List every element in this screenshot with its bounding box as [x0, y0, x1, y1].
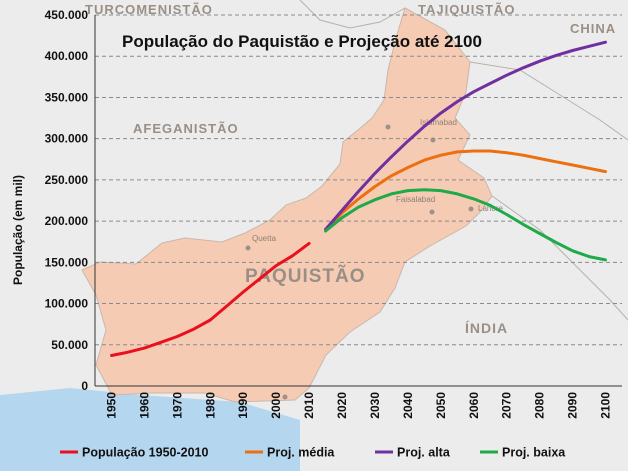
y-tick-label: 50.000	[51, 338, 88, 352]
x-tick-label: 2050	[434, 392, 448, 419]
series-line	[110, 241, 311, 357]
y-tick-label: 450.000	[45, 8, 89, 22]
city-label-islamabad: Islamabad	[420, 118, 457, 127]
x-tick-label: 1980	[203, 392, 217, 419]
pakistan-territory	[81, 7, 493, 403]
x-tick-label: 2020	[335, 392, 349, 419]
x-tick-label: 1960	[137, 392, 151, 419]
y-tick-label: 200.000	[45, 214, 89, 228]
y-axis-label: População (em mil)	[11, 175, 25, 285]
y-tick-label: 0	[81, 379, 88, 393]
x-tick-label: 1970	[170, 392, 184, 419]
legend-label: População 1950-2010	[82, 446, 209, 460]
y-tick-label: 300.000	[45, 132, 89, 146]
x-tick-label: 2070	[500, 392, 514, 419]
x-tick-label: 2040	[401, 392, 415, 419]
x-tick-label: 2000	[269, 392, 283, 419]
axes	[94, 15, 622, 387]
y-tick-label: 100.000	[45, 297, 89, 311]
chart-title: População do Paquistão e Projeção até 21…	[122, 32, 482, 51]
x-tick-label: 2060	[467, 392, 481, 419]
x-tick-labels: 1950 1960 1970 1980 1990 2000 2010 2020 2030 2040…	[104, 392, 612, 419]
sea-region	[0, 388, 300, 471]
grid-lines	[95, 14, 622, 346]
x-tick-label: 2100	[599, 392, 613, 419]
city-label-faisalabad: Faisalabad	[396, 195, 435, 204]
city-dot-faisalabad	[429, 209, 435, 215]
x-tick-label: 2030	[368, 392, 382, 419]
y-tick-label: 400.000	[45, 49, 89, 63]
city-dot-quetta	[245, 245, 251, 251]
city-dot-south	[282, 394, 288, 400]
x-tick-label: 1950	[104, 392, 118, 419]
city-dot-lahore	[468, 206, 474, 212]
series-lines	[110, 40, 607, 357]
map-label-india: ÍNDIA	[465, 320, 508, 336]
legend-label: Proj. alta	[397, 446, 451, 460]
legend: População 1950-2010 Proj. média Proj. alta…	[60, 446, 566, 460]
y-tick-label: 250.000	[45, 173, 89, 187]
border-line-east	[469, 61, 628, 141]
city-label-lahore: Lahore	[478, 204, 503, 213]
border-line-india	[491, 195, 628, 321]
series-line	[324, 149, 607, 231]
map-label-paquistao: PAQUISTÃO	[245, 265, 366, 287]
y-tick-label: 150.000	[45, 255, 89, 269]
map-label-afeganistao: AFEGANISTÃO	[133, 121, 239, 136]
y-tick-labels: 0 50.000 100.000 150.000 200.000 250.000 300.0…	[45, 8, 89, 393]
y-tick-label: 350.000	[45, 90, 89, 104]
map-label-china: CHINA	[570, 21, 616, 36]
x-tick-label: 1990	[236, 392, 250, 419]
x-tick-label: 2090	[566, 392, 580, 419]
map-label-tajiquistao: TAJIQUISTÃO	[418, 2, 515, 17]
series-line	[324, 188, 607, 262]
series-line	[324, 40, 607, 231]
city-dot-extra	[385, 124, 391, 130]
map-label-turcomenistao: TURCOMENISTÃO	[85, 2, 213, 17]
x-tick-label: 2080	[533, 392, 547, 419]
legend-label: Proj. baixa	[502, 446, 566, 460]
border-line-north	[299, 0, 406, 29]
city-label-quetta: Quetta	[252, 234, 277, 243]
legend-label: Proj. média	[267, 446, 335, 460]
x-tick-label: 2010	[302, 392, 316, 419]
